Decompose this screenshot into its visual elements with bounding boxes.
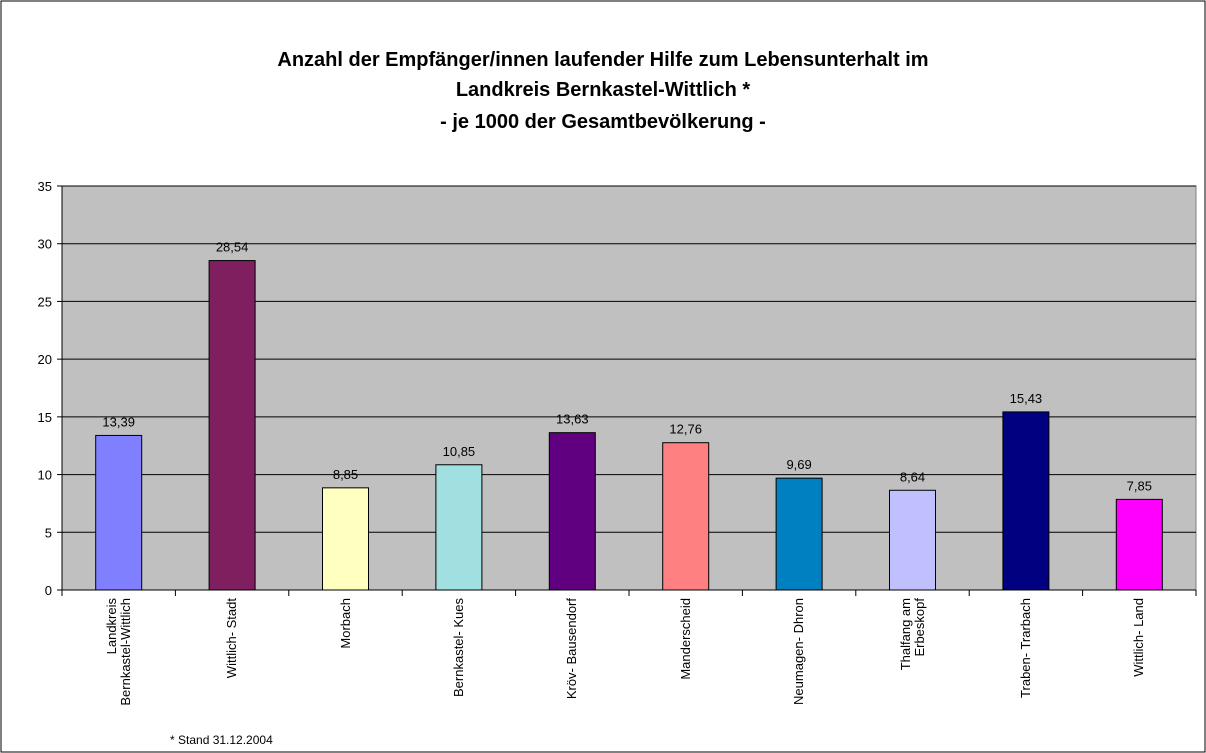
bar [889,489,936,591]
y-tick-label: 0 [45,583,52,598]
bar [662,442,710,591]
y-tick-label: 25 [38,294,52,309]
x-tick-label: Traben- Trarbach [1017,598,1033,698]
bar [548,432,596,591]
bar [435,464,483,591]
x-tick-label: Wittlich- Land [1131,598,1147,677]
chart-title: Landkreis Bernkastel-Wittlich * [456,79,751,101]
x-tick-label: Landkreis Bernkastel-Wittlich [103,598,133,706]
bar [775,477,823,591]
x-tick-label: Morbach [337,598,353,649]
data-label: 8,85 [333,467,358,482]
footnote: * Stand 31.12.2004 [170,733,273,747]
data-label: 9,69 [786,457,811,472]
data-label: 15,43 [1010,391,1043,406]
data-label: 8,64 [900,469,925,484]
y-tick-label: 30 [38,237,52,252]
bar [95,434,143,591]
y-tick-label: 20 [38,352,52,367]
y-tick-label: 10 [38,468,52,483]
data-label: 28,54 [216,240,249,255]
data-label: 10,85 [443,444,476,459]
x-tick-label: Neumagen- Dhron [791,598,807,705]
chart-subtitle: - je 1000 der Gesamtbevölkerung - [440,111,766,133]
bar [208,260,256,591]
bar [1115,498,1163,591]
y-tick-label: 5 [45,525,52,540]
x-tick-label: Wittlich- Stadt [224,598,240,679]
bar [322,487,369,591]
x-tick-label: Kröv- Bausendorf [564,598,580,700]
bar [1002,411,1050,591]
y-tick-label: 15 [38,410,52,425]
data-label: 13,63 [556,412,589,427]
chart-title: Anzahl der Empfänger/innen laufender Hil… [277,49,928,71]
x-tick-label: Thalfang am Erbeskopf [897,598,927,671]
data-label: 7,85 [1127,478,1152,493]
data-label: 13,39 [102,414,135,429]
x-tick-label: Bernkastel- Kues [450,598,466,697]
y-tick-label: 35 [38,179,52,194]
x-tick-label: Manderscheid [677,598,693,680]
data-label: 12,76 [669,422,702,437]
